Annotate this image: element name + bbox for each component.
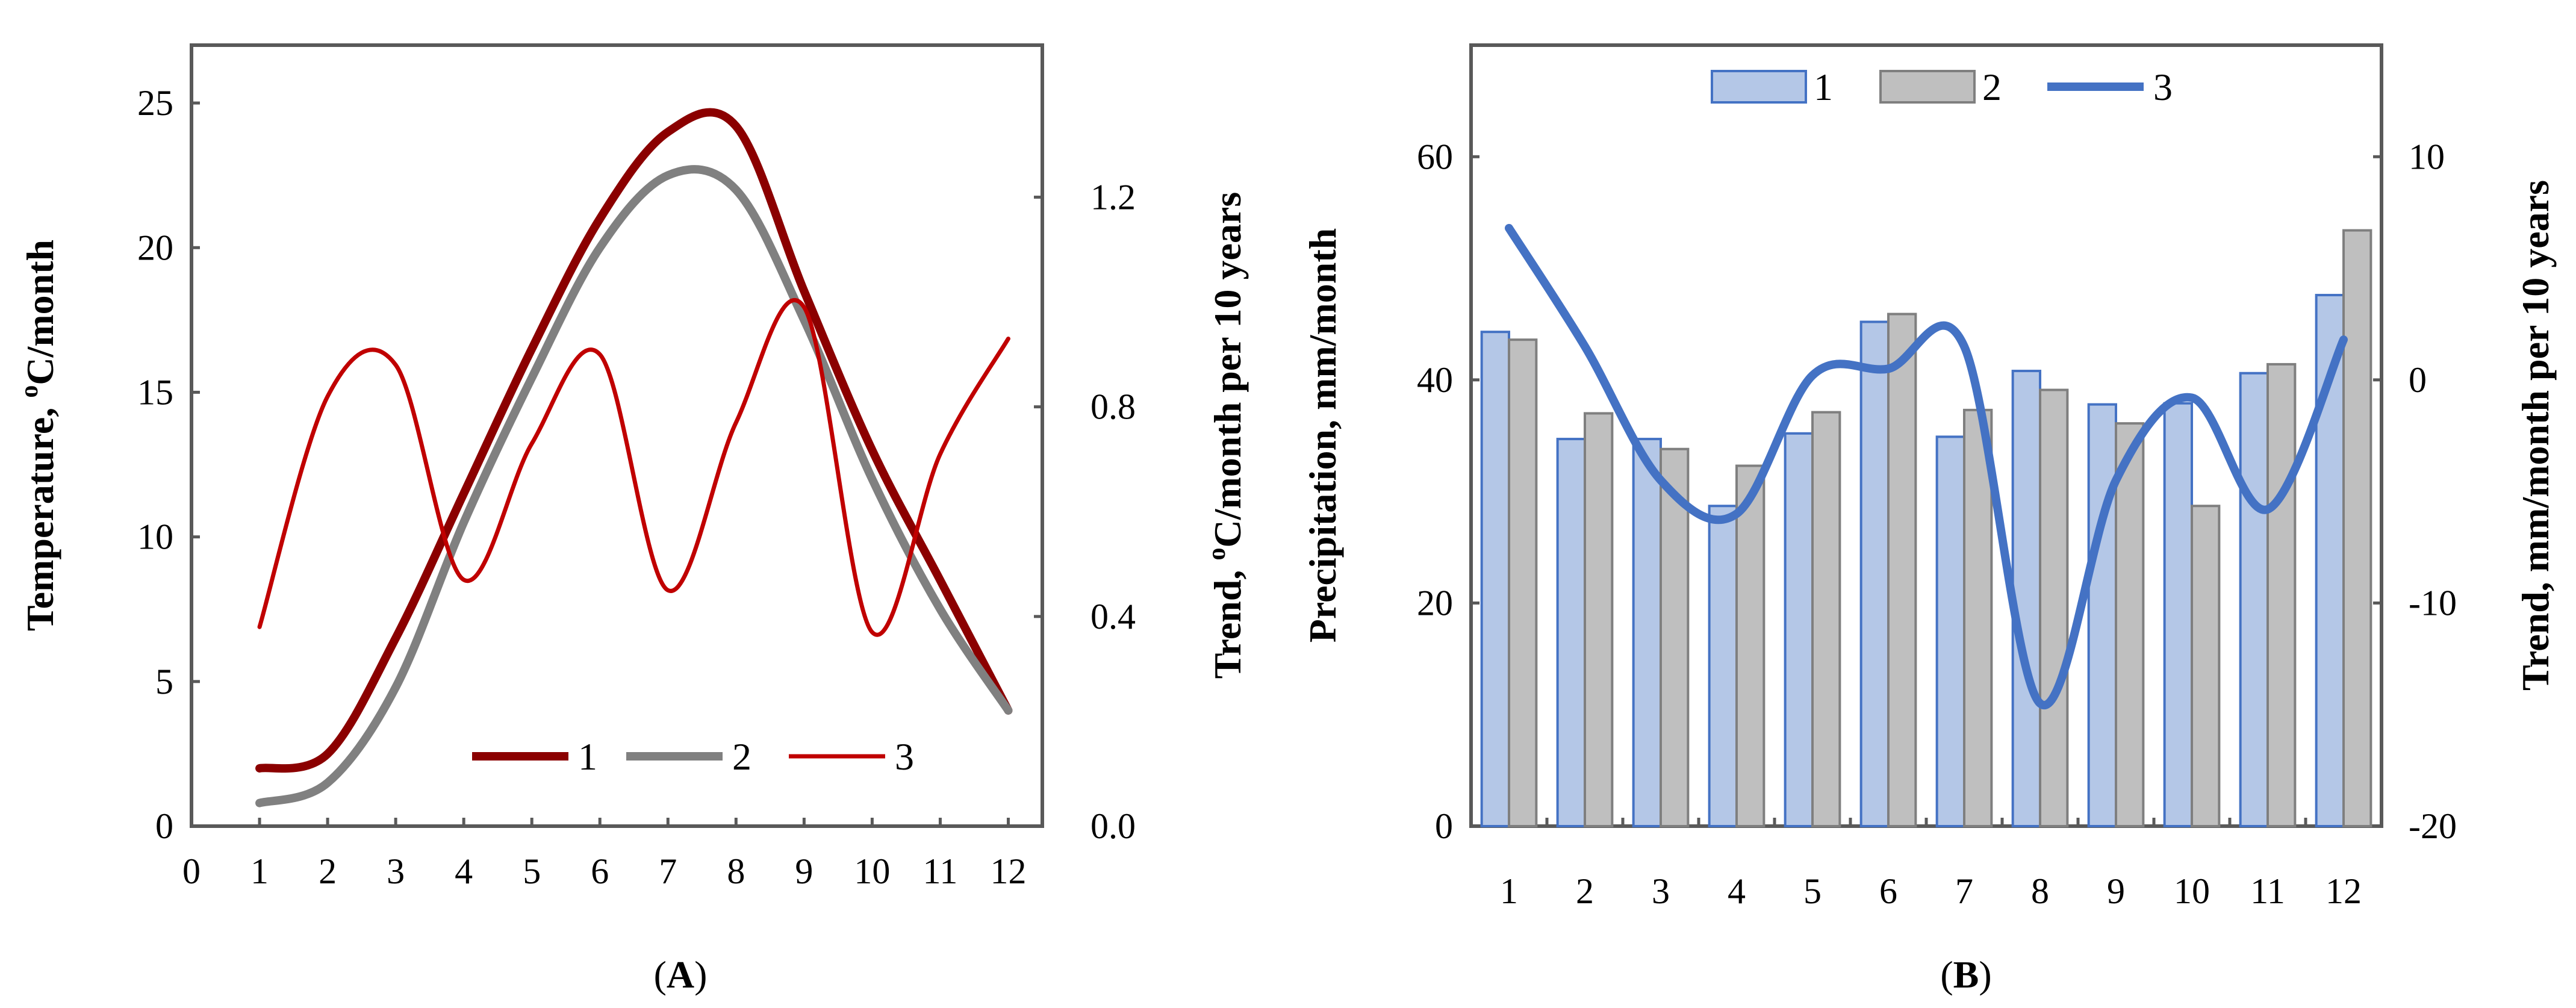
panel-b-bar-series-2-month-12: [2342, 229, 2372, 827]
panel-b-bar-series-2-month-6: [1887, 313, 1917, 827]
panel-b-bar-series-2-month-7: [1963, 408, 1993, 827]
panel-b-x-tick-label: 11: [2250, 871, 2285, 911]
panel-a-y-tick-label: 20: [137, 228, 173, 267]
panel-a-x-tick-label: 2: [319, 851, 337, 891]
panel-a-y2-tick-label: 0.4: [1090, 597, 1136, 636]
panel-b-bar-series-1-month-3: [1632, 438, 1662, 827]
panel-b-x-tick-label: 9: [2107, 871, 2125, 911]
panel-a-y2-tick-label: 0.8: [1090, 387, 1136, 427]
panel-a-x-tick-label: 0: [182, 851, 201, 891]
panel-b-legend: 1 2 3: [1711, 66, 2173, 108]
panel-b-bar-series-1-month-2: [1556, 438, 1586, 827]
panel-b-bar-series-2-month-10: [2191, 505, 2221, 827]
panel-b-x-tick-label: 8: [2031, 871, 2049, 911]
panel-a-y-tick-label: 25: [137, 83, 173, 123]
panel-b-y2-tick-label: -10: [2409, 583, 2457, 623]
panel-b-x-tick-label: 1: [1500, 871, 1518, 911]
panel-b-bar-series-1-month-9: [2087, 403, 2117, 827]
panel-b-y-tick-label: 0: [1435, 806, 1453, 846]
panel-a-series-2-line: [255, 165, 1013, 807]
legend-a-label-1: 1: [578, 735, 597, 778]
legend-a-label-2: 2: [732, 735, 751, 778]
panel-b-y-tick-label: 40: [1417, 360, 1453, 400]
panel-b-bar-series-1-month-1: [1480, 331, 1510, 827]
panel-b-y2-tick-label: 10: [2409, 137, 2445, 176]
panel-b-y-tick-label: 60: [1417, 137, 1453, 176]
panel-a-x-tick-label: 7: [659, 851, 677, 891]
panel-b-bar-series-1-month-10: [2163, 402, 2193, 827]
panel-a-x-tick-label: 11: [923, 851, 958, 891]
panel-b-x-tick-label: 7: [1955, 871, 1973, 911]
panel-b-y2-axis-label: Trend, mm/month per 10 years: [2514, 180, 2557, 691]
panel-b-x-tick-label: 3: [1652, 871, 1670, 911]
panel-a-x-tick-label: 3: [387, 851, 405, 891]
panel-b-bar-series-1-month-11: [2239, 372, 2269, 827]
panel-a-x-tick-label: 8: [727, 851, 745, 891]
panel-b-x-tick-label: 4: [1728, 871, 1746, 911]
panel-b-bar-series-2-month-2: [1584, 412, 1614, 827]
panel-a-plot-frame: [190, 43, 1044, 828]
panel-a-series-3-line: [257, 298, 1010, 637]
panel-a-x-tick-label: 4: [455, 851, 473, 891]
legend-b-label-3: 3: [2153, 66, 2173, 108]
panel-b-bar-series-1-month-4: [1708, 505, 1738, 827]
panel-b-x-tick-label: 6: [1879, 871, 1897, 911]
legend-b-swatch-2: [1879, 70, 1976, 104]
panel-b-bar-series-2-month-3: [1660, 447, 1690, 827]
panel-a-x-tick-label: 12: [990, 851, 1026, 891]
panel-a-legend: 1 2 3: [472, 735, 914, 778]
panel-a-x-tick-label: 6: [591, 851, 609, 891]
panel-b-bar-series-2-month-11: [2266, 362, 2297, 827]
panel-b-caption: (B): [1940, 953, 1991, 996]
panel-b-bar-series-2-month-9: [2115, 422, 2145, 827]
panel-a-y-axis-label: Temperature, oC/month: [16, 240, 61, 631]
panel-b-y-tick-label: 20: [1417, 583, 1453, 623]
panel-a-x-tick-label: 5: [523, 851, 541, 891]
panel-b-x-tick-label: 2: [1576, 871, 1594, 911]
panel-a-y-tick-label: 15: [137, 372, 173, 412]
panel-b-bar-series-1-month-8: [2011, 370, 2041, 827]
panel-a-y-tick-label: 10: [137, 517, 173, 557]
panel-b-bar-series-1-month-5: [1784, 432, 1814, 827]
panel-b-y2-tick-label: 0: [2409, 360, 2427, 400]
panel-b-x-tick-label: 5: [1803, 871, 1822, 911]
panel-b-y2-tick-label: -20: [2409, 806, 2457, 846]
panel-a-y2-tick-label: 1.2: [1090, 177, 1136, 217]
panel-b-marks: [1480, 223, 2372, 828]
legend-a-label-3: 3: [895, 735, 914, 778]
panel-a-x-tick-label: 9: [795, 851, 813, 891]
panel-b-bar-series-2-month-8: [2039, 388, 2069, 827]
panel-a-y-tick-label: 0: [155, 806, 173, 846]
panel-a-y2-axis-label: Trend, oC/month per 10 years: [1203, 192, 1249, 679]
legend-b-swatch-1: [1711, 70, 1807, 104]
panel-a-y-tick-label: 5: [155, 662, 173, 702]
panel-b-y-axis-label: Precipitation, mm/month: [1301, 228, 1344, 643]
legend-b-label-1: 1: [1814, 66, 1833, 108]
panel-a-x-tick-label: 10: [854, 851, 890, 891]
panel-b-series-3-line: [1505, 223, 2348, 710]
panel-b-bar-series-1-month-6: [1859, 320, 1890, 827]
panel-b-bar-series-2-month-4: [1735, 464, 1766, 827]
panel-b-bar-series-1-month-7: [1935, 435, 1965, 827]
legend-b-label-2: 2: [1982, 66, 2002, 108]
panel-a-marks: [255, 108, 1013, 807]
panel-b-bar-series-2-month-5: [1811, 411, 1841, 827]
panel-a-series-1-line: [255, 108, 1013, 773]
panel-b-bar-series-2-month-1: [1508, 338, 1538, 827]
panel-a-y2-tick-label: 0.0: [1090, 806, 1136, 846]
panel-b-x-tick-label: 10: [2174, 871, 2210, 911]
panel-a-x-tick-label: 1: [250, 851, 269, 891]
panel-b-x-tick-label: 12: [2326, 871, 2362, 911]
panel-a-caption: (A): [654, 953, 708, 996]
